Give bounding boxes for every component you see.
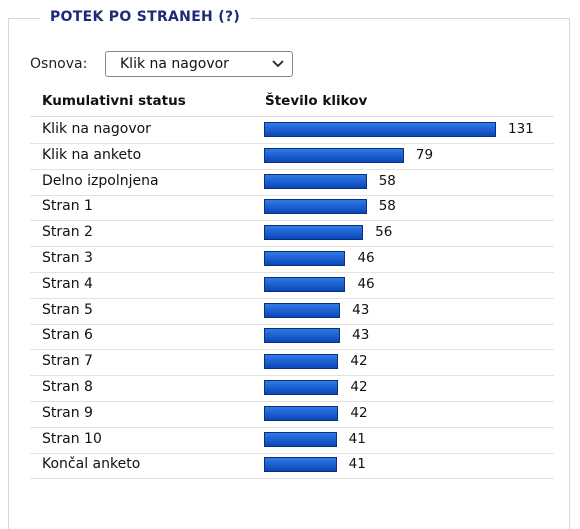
bar <box>264 251 346 266</box>
value-label: 56 <box>375 224 393 241</box>
table-row: Stran 1 58 <box>30 194 554 222</box>
bar <box>264 199 367 215</box>
row-label: Delno izpolnjena <box>42 172 159 189</box>
dropdown-arrow <box>272 60 284 68</box>
basis-value: Klik na nagovor <box>120 56 229 72</box>
table-row: Klik na anketo 79 <box>30 143 554 170</box>
value-label: 42 <box>350 404 368 421</box>
row-label: Stran 8 <box>42 379 93 395</box>
row-label: Stran 4 <box>42 275 93 292</box>
table-row: Klik na nagovor 131 <box>30 117 554 144</box>
value-label: 43 <box>352 301 370 318</box>
table-row: Stran 5 43 <box>30 298 554 325</box>
table-row: Stran 7 42 <box>30 349 554 377</box>
table-row: Stran 10 41 <box>30 427 554 454</box>
bar <box>264 173 367 189</box>
bar <box>264 147 404 163</box>
table-row: Stran 2 56 <box>30 220 554 248</box>
table-header: Kumulativni status Število klikov <box>30 86 554 117</box>
bar <box>264 354 339 370</box>
bar <box>264 276 346 292</box>
bar <box>264 225 364 241</box>
bar <box>264 431 337 447</box>
table-row: Stran 8 42 <box>30 375 554 402</box>
bar <box>264 380 339 395</box>
bar <box>264 405 339 421</box>
table-row: Stran 6 43 <box>30 323 554 351</box>
header-status: Kumulativni status <box>42 93 186 109</box>
row-label: Klik na anketo <box>42 146 142 163</box>
value-label: 58 <box>378 172 396 189</box>
value-label: 41 <box>348 456 366 473</box>
value-label: 79 <box>415 146 434 163</box>
value-label: 58 <box>378 198 396 215</box>
panel-title[interactable]: POTEK PO STRANEH (?) <box>40 9 251 25</box>
row-label: Stran 10 <box>42 430 102 447</box>
row-label: Stran 9 <box>42 404 93 421</box>
table-row: Delno izpolnjena 58 <box>30 169 554 196</box>
value-label: 46 <box>357 250 375 266</box>
header-clicks: Število klikov <box>265 93 368 109</box>
row-label: Klik na nagovor <box>42 121 151 137</box>
row-label: Stran 5 <box>42 301 93 318</box>
table-row: Stran 9 42 <box>30 401 554 428</box>
value-label: 46 <box>357 275 375 292</box>
table-row: Končal anketo 41 <box>30 452 554 480</box>
value-label: 131 <box>508 121 534 137</box>
basis-label: Osnova: <box>30 56 88 72</box>
value-label: 42 <box>350 379 368 395</box>
bar <box>264 328 341 344</box>
row-label: Stran 1 <box>42 198 93 215</box>
bar <box>264 122 496 137</box>
row-label: Stran 6 <box>42 327 93 344</box>
panel-frame <box>8 18 570 529</box>
basis-select[interactable]: Klik na nagovor <box>105 51 293 77</box>
table-row: Stran 3 46 <box>30 246 554 273</box>
bar <box>264 457 337 473</box>
row-label: Končal anketo <box>42 456 141 473</box>
row-label: Stran 7 <box>42 353 93 370</box>
bar <box>264 302 341 318</box>
row-label: Stran 2 <box>42 224 93 241</box>
row-label: Stran 3 <box>42 250 93 266</box>
value-label: 41 <box>348 430 366 447</box>
value-label: 43 <box>352 327 370 344</box>
table-row: Stran 4 46 <box>30 272 554 299</box>
value-label: 42 <box>350 353 368 370</box>
